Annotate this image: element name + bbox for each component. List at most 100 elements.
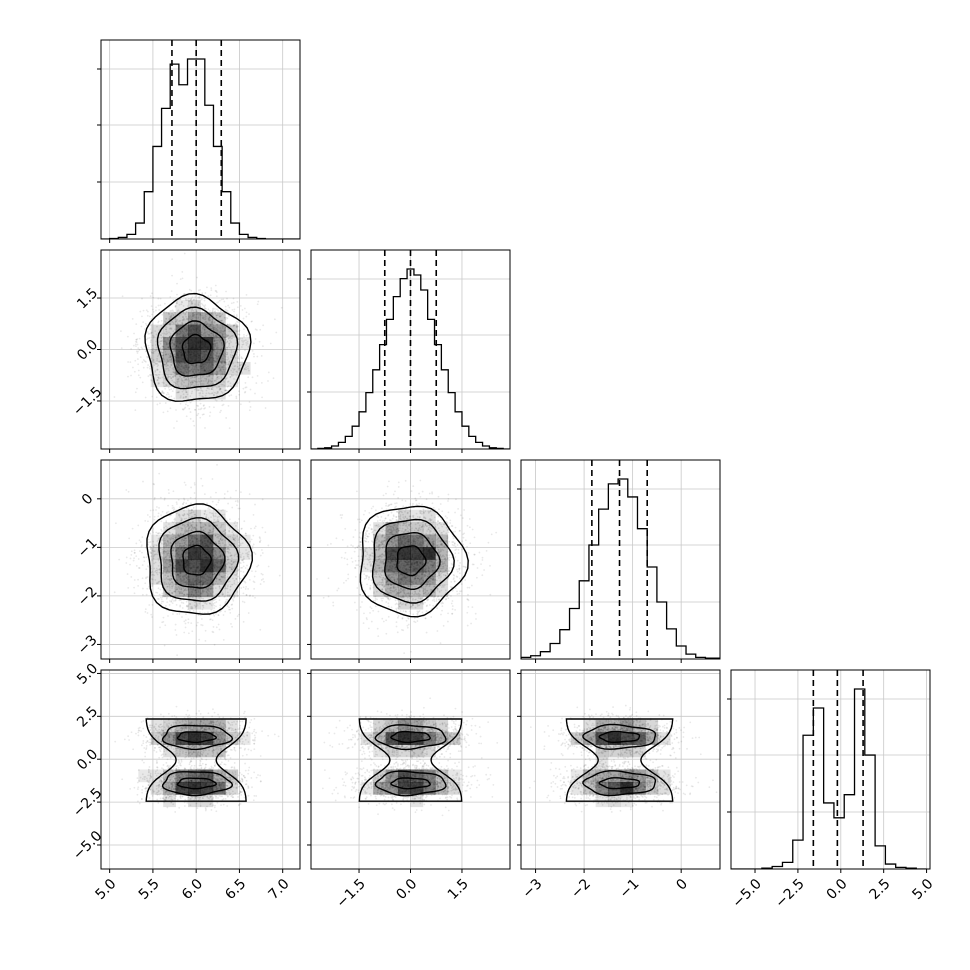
sample-point <box>168 335 171 338</box>
sample-point <box>133 586 135 589</box>
sample-point <box>197 368 199 371</box>
sample-point <box>179 580 182 583</box>
sample-point <box>237 367 240 370</box>
sample-point <box>151 616 153 618</box>
sample-point <box>155 306 157 309</box>
sample-point <box>236 315 238 318</box>
sample-point <box>195 365 197 368</box>
sample-point <box>221 319 224 322</box>
sample-point <box>156 357 159 360</box>
sample-point <box>209 310 211 312</box>
sample-point <box>171 342 174 344</box>
density-cell <box>175 299 189 313</box>
sample-point <box>190 590 193 593</box>
sample-point <box>208 525 211 527</box>
sample-point <box>141 297 143 300</box>
sample-point <box>235 370 238 373</box>
sample-point <box>157 304 160 307</box>
sample-point <box>216 524 219 527</box>
sample-point <box>152 334 154 337</box>
sample-point <box>205 375 208 378</box>
sample-point <box>242 558 245 561</box>
sample-point <box>216 355 219 358</box>
sample-point <box>163 337 165 340</box>
sample-point <box>215 335 218 338</box>
sample-point <box>170 577 173 580</box>
sample-point <box>233 308 236 311</box>
sample-point <box>200 593 203 596</box>
sample-point <box>248 401 251 403</box>
sample-point <box>184 575 187 578</box>
sample-point <box>218 540 220 543</box>
sample-point <box>160 340 163 342</box>
sample-point <box>179 572 181 574</box>
sample-point <box>198 301 200 304</box>
sample-point <box>195 316 197 318</box>
sample-point <box>220 342 223 345</box>
sample-point <box>193 316 196 318</box>
sample-point <box>170 328 173 331</box>
sample-point <box>214 515 217 518</box>
sample-point <box>198 399 201 402</box>
sample-point <box>218 330 220 333</box>
sample-point <box>142 480 144 483</box>
sample-point <box>233 378 235 380</box>
sample-point <box>151 349 154 351</box>
sample-point <box>237 369 240 371</box>
sample-point <box>181 545 184 548</box>
sample-point <box>161 530 163 533</box>
marginal-histogram-step <box>521 478 720 659</box>
sample-point <box>199 584 202 587</box>
sample-point <box>241 339 243 342</box>
sample-point <box>187 527 190 530</box>
sample-point <box>215 335 217 337</box>
sample-point <box>217 301 220 304</box>
sample-point <box>219 339 221 341</box>
sample-point <box>228 336 231 339</box>
sample-point <box>188 366 191 369</box>
sample-point <box>189 417 192 420</box>
sample-point <box>219 555 222 558</box>
sample-point <box>206 387 209 390</box>
sample-point <box>211 320 214 322</box>
sample-point <box>172 537 174 540</box>
sample-point <box>223 576 226 579</box>
sample-point <box>215 626 218 629</box>
sample-point <box>153 567 156 570</box>
sample-point <box>168 395 171 398</box>
sample-point <box>156 569 159 572</box>
sample-point <box>174 374 176 377</box>
sample-point <box>182 595 185 598</box>
sample-point <box>218 370 221 373</box>
sample-point <box>219 327 222 329</box>
sample-point <box>242 341 244 343</box>
sample-point <box>174 381 176 384</box>
sample-point <box>179 577 182 580</box>
sample-point <box>191 526 194 528</box>
sample-point <box>127 361 129 363</box>
sample-point <box>202 333 205 336</box>
sample-point <box>222 330 225 333</box>
sample-point <box>157 557 160 560</box>
sample-point <box>192 312 194 315</box>
sample-point <box>196 621 199 624</box>
sample-point <box>220 362 223 365</box>
sample-point <box>177 391 179 394</box>
sample-point <box>222 364 225 367</box>
sample-point <box>219 388 222 391</box>
sample-point <box>233 310 235 313</box>
sample-point <box>216 326 219 329</box>
sample-point <box>224 362 227 365</box>
sample-point <box>121 295 124 298</box>
sample-point <box>154 349 157 352</box>
sample-point <box>177 574 180 577</box>
sample-point <box>193 368 196 371</box>
sample-point <box>135 350 138 353</box>
sample-point <box>170 388 173 391</box>
sample-point <box>181 322 184 325</box>
sample-point <box>237 594 239 597</box>
sample-point <box>244 588 247 590</box>
sample-point <box>222 523 225 526</box>
sample-point <box>166 410 169 413</box>
